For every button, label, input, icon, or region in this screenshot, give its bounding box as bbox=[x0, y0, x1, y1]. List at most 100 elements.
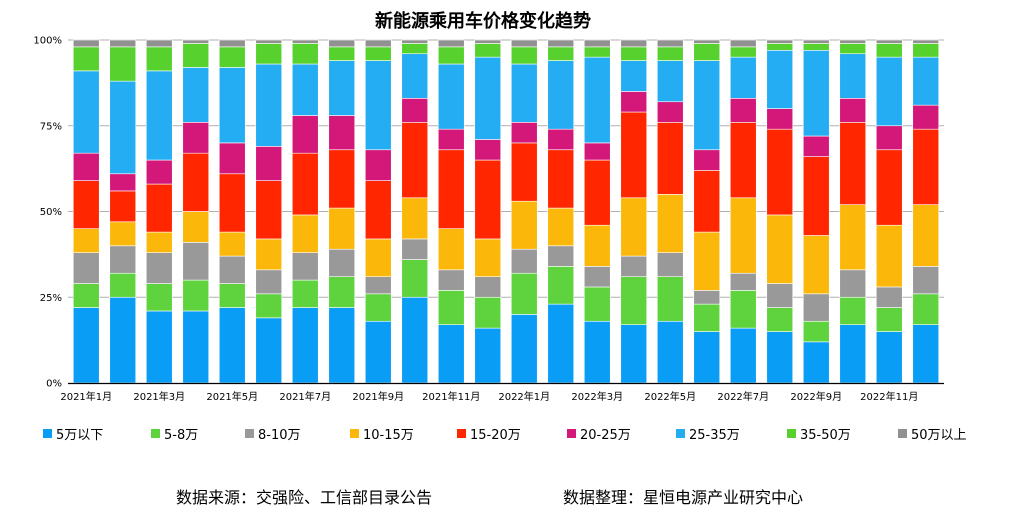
bar-segment bbox=[474, 39, 502, 44]
bar-segment bbox=[72, 70, 100, 154]
bar-segment bbox=[620, 39, 648, 48]
bar-segment bbox=[145, 39, 173, 48]
bar-segment bbox=[583, 286, 611, 322]
bar-segment bbox=[182, 279, 210, 312]
bar-segment bbox=[218, 67, 246, 144]
bar-segment bbox=[255, 317, 283, 384]
bar-segment bbox=[620, 91, 648, 113]
bar-segment bbox=[766, 108, 794, 130]
bar-segment bbox=[583, 56, 611, 144]
bar-segment bbox=[510, 314, 538, 384]
bar-segment bbox=[729, 272, 757, 291]
legend-label: 5-8万 bbox=[164, 428, 199, 443]
legend-item: 10-15万 bbox=[350, 424, 414, 443]
bar-segment bbox=[656, 60, 684, 103]
bar-segment bbox=[510, 39, 538, 48]
bar-segment bbox=[218, 142, 246, 175]
bar-segment bbox=[72, 152, 100, 181]
bar-segment bbox=[510, 272, 538, 315]
bar-segment bbox=[218, 255, 246, 284]
bar-segment bbox=[839, 98, 867, 123]
bar-segment bbox=[182, 310, 210, 384]
bar-segment bbox=[912, 293, 940, 325]
bar-segment bbox=[145, 310, 173, 384]
bar-segment bbox=[693, 39, 721, 44]
bar-segment bbox=[255, 269, 283, 295]
gridlines bbox=[68, 39, 944, 298]
bar-segment bbox=[839, 296, 867, 325]
y-tick-label: 100% bbox=[33, 36, 62, 47]
bar-segment bbox=[364, 60, 392, 151]
bar-segment bbox=[693, 290, 721, 305]
bar-segment bbox=[839, 269, 867, 298]
bar-segment bbox=[547, 303, 575, 384]
bar-segment bbox=[839, 53, 867, 99]
bar-segment bbox=[474, 43, 502, 58]
bar-segment bbox=[912, 39, 940, 44]
x-tick-label: 2022年11月 bbox=[860, 390, 918, 403]
bar-segment bbox=[401, 238, 429, 260]
bar-segment bbox=[656, 252, 684, 277]
bar-segment bbox=[437, 128, 465, 151]
legend-label: 50万以上 bbox=[911, 428, 967, 443]
bar-segment bbox=[693, 60, 721, 151]
bar-segment bbox=[802, 293, 830, 322]
x-tick-label: 2022年9月 bbox=[790, 390, 842, 403]
bar-segment bbox=[255, 238, 283, 271]
bar-segment bbox=[729, 327, 757, 384]
bar-segment bbox=[109, 173, 137, 192]
bar-segment bbox=[693, 331, 721, 384]
bar-segment bbox=[766, 214, 794, 284]
bar-segment bbox=[547, 128, 575, 151]
bar-segment bbox=[72, 307, 100, 384]
bar-segment bbox=[182, 152, 210, 212]
bar-segment bbox=[729, 39, 757, 48]
bar-segment bbox=[875, 39, 903, 44]
legend-item: 5-8万 bbox=[151, 424, 198, 443]
bar-segment bbox=[72, 228, 100, 253]
bar-segment bbox=[291, 307, 319, 384]
bar-segment bbox=[620, 46, 648, 61]
bar-segment bbox=[510, 63, 538, 123]
bar-segment bbox=[255, 180, 283, 240]
bar-segment bbox=[510, 248, 538, 274]
bar-segment bbox=[182, 43, 210, 68]
bar-segment bbox=[620, 60, 648, 92]
bar-segment bbox=[364, 293, 392, 322]
bar-segment bbox=[401, 39, 429, 44]
bar-segment bbox=[109, 221, 137, 247]
bar-segment bbox=[328, 46, 356, 61]
bar-segment bbox=[620, 255, 648, 277]
bar-segment bbox=[656, 194, 684, 253]
bar-segment bbox=[583, 224, 611, 267]
bar-segment bbox=[912, 104, 940, 130]
bar-segment bbox=[839, 43, 867, 55]
bar-segment bbox=[109, 46, 137, 82]
bar-segment bbox=[802, 341, 830, 384]
bar-segment bbox=[328, 39, 356, 48]
legend-item: 20-25万 bbox=[567, 424, 631, 443]
bar-segment bbox=[291, 39, 319, 44]
chart-title: 新能源乘用车价格变化趋势 bbox=[375, 11, 591, 32]
bar-segment bbox=[437, 46, 465, 65]
legend-label: 35-50万 bbox=[800, 428, 851, 443]
bar-segment bbox=[364, 149, 392, 181]
bar-segment bbox=[328, 248, 356, 277]
bar-segment bbox=[839, 39, 867, 44]
legend-swatch bbox=[245, 429, 254, 438]
bar-segment bbox=[802, 49, 830, 137]
bar-segment bbox=[182, 122, 210, 154]
x-tick-label: 2021年3月 bbox=[133, 390, 185, 403]
bar-segment bbox=[218, 231, 246, 257]
x-tick-label: 2022年5月 bbox=[644, 390, 696, 403]
bar-segment bbox=[72, 252, 100, 284]
bar-segment bbox=[401, 197, 429, 240]
bar-segment bbox=[182, 211, 210, 243]
bar-segment bbox=[72, 180, 100, 229]
bar-segment bbox=[218, 283, 246, 308]
bar-segment bbox=[875, 149, 903, 226]
bar-segment bbox=[474, 56, 502, 140]
bar-segment bbox=[766, 307, 794, 332]
bar-segment bbox=[510, 142, 538, 202]
bar-segment bbox=[875, 286, 903, 308]
